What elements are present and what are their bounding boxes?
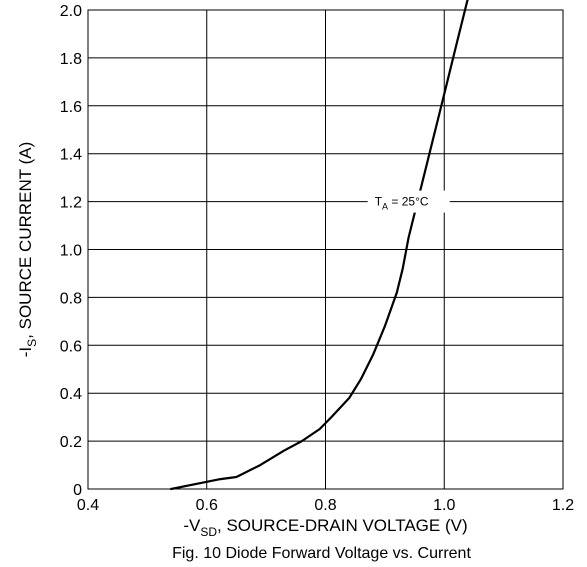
data-series — [170, 0, 469, 491]
grid-lines — [88, 10, 563, 489]
y-tick-label: 1.0 — [60, 243, 82, 260]
y-tick-label: 0.4 — [60, 386, 82, 403]
y-tick-label: 0.6 — [60, 338, 82, 355]
y-tick-label: 1.6 — [60, 99, 82, 116]
plot-frame — [87, 9, 564, 490]
x-tick-label: 1.0 — [433, 497, 455, 514]
x-tick-label: 0.4 — [77, 497, 99, 514]
y-axis-label-prefix: -I — [16, 347, 35, 357]
y-tick-label: 0.8 — [60, 290, 82, 307]
y-tick-label: 1.2 — [60, 195, 82, 212]
annotation-label: TA = 25°C — [375, 195, 429, 212]
x-tick-labels: 0.4 0.6 0.8 1.0 1.2 — [77, 497, 574, 514]
x-axis-label: -VSD, SOURCE-DRAIN VOLTAGE (V) — [183, 516, 467, 539]
x-tick-label: 0.6 — [196, 497, 218, 514]
y-tick-label: 0 — [73, 482, 82, 499]
y-tick-label: 1.8 — [60, 51, 82, 68]
y-tick-labels: 0 0.2 0.4 0.6 0.8 1.0 1.2 1.4 1.6 1.8 2.0 — [60, 3, 82, 499]
y-axis-label: -IS, SOURCE CURRENT (A) — [16, 142, 39, 358]
x-axis-label-text: , SOURCE-DRAIN VOLTAGE (V) — [217, 516, 468, 535]
x-tick-label: 0.8 — [314, 497, 336, 514]
annotation-background — [367, 190, 450, 213]
y-tick-label: 0.2 — [60, 434, 82, 451]
y-tick-label: 1.4 — [60, 147, 82, 164]
annotations: TA = 25°C — [367, 190, 450, 213]
x-axis-label-prefix: -V — [183, 516, 201, 535]
y-axis-label-text: , SOURCE CURRENT (A) — [16, 142, 35, 339]
y-tick-label: 2.0 — [60, 3, 82, 20]
y-axis-label-subscript: S — [25, 339, 39, 347]
figure-caption: Fig. 10 Diode Forward Voltage vs. Curren… — [172, 545, 471, 562]
x-axis-label-subscript: SD — [200, 525, 217, 539]
x-tick-label: 1.2 — [552, 497, 574, 514]
series-line — [170, 0, 469, 491]
